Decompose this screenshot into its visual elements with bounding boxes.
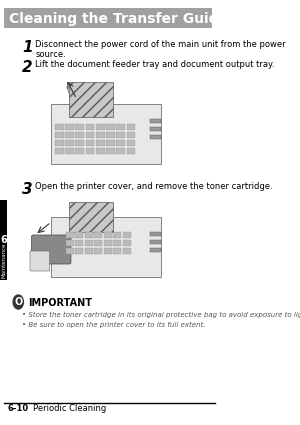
Bar: [150, 119, 161, 123]
Bar: [85, 132, 94, 138]
Bar: [113, 240, 122, 246]
Text: Open the printer cover, and remove the toner cartridge.: Open the printer cover, and remove the t…: [35, 182, 273, 191]
Bar: [104, 240, 112, 246]
Bar: [96, 140, 105, 146]
Bar: [75, 240, 83, 246]
Bar: [94, 248, 102, 254]
Bar: [66, 240, 74, 246]
Bar: [104, 232, 112, 238]
FancyBboxPatch shape: [30, 251, 50, 271]
Bar: [116, 124, 125, 130]
Bar: [65, 124, 74, 130]
Text: 2: 2: [22, 60, 33, 75]
Bar: [96, 132, 105, 138]
Text: 6: 6: [0, 235, 7, 245]
Bar: [66, 248, 74, 254]
Bar: [123, 240, 131, 246]
Bar: [123, 248, 131, 254]
Bar: [65, 148, 74, 154]
Text: 3: 3: [22, 182, 33, 197]
Bar: [55, 124, 64, 130]
FancyBboxPatch shape: [70, 202, 113, 232]
Bar: [0, 200, 7, 280]
Bar: [150, 232, 161, 236]
Bar: [106, 148, 115, 154]
Bar: [66, 232, 74, 238]
Bar: [127, 148, 135, 154]
Bar: [106, 124, 115, 130]
Text: 6-10: 6-10: [7, 404, 28, 413]
Bar: [127, 140, 135, 146]
Bar: [104, 248, 112, 254]
Bar: [116, 132, 125, 138]
Bar: [55, 140, 64, 146]
Bar: [113, 232, 122, 238]
Text: 1: 1: [22, 40, 33, 55]
Bar: [150, 248, 161, 252]
Bar: [94, 240, 102, 246]
Bar: [85, 232, 93, 238]
Text: • Be sure to open the printer cover to its full extent.: • Be sure to open the printer cover to i…: [22, 322, 206, 328]
Text: O: O: [14, 297, 22, 307]
Bar: [75, 140, 84, 146]
Bar: [85, 148, 94, 154]
FancyBboxPatch shape: [51, 217, 161, 277]
Bar: [127, 124, 135, 130]
Bar: [75, 132, 84, 138]
Bar: [106, 132, 115, 138]
Circle shape: [13, 295, 23, 309]
Bar: [85, 240, 93, 246]
Bar: [96, 124, 105, 130]
Bar: [75, 124, 84, 130]
Text: Lift the document feeder tray and document output tray.: Lift the document feeder tray and docume…: [35, 60, 274, 69]
Bar: [94, 232, 102, 238]
Bar: [75, 148, 84, 154]
Text: Periodic Cleaning: Periodic Cleaning: [33, 404, 106, 413]
Text: IMPORTANT: IMPORTANT: [28, 298, 92, 308]
Bar: [113, 248, 122, 254]
Bar: [116, 140, 125, 146]
FancyBboxPatch shape: [51, 104, 161, 164]
Bar: [75, 248, 83, 254]
Bar: [123, 232, 131, 238]
FancyBboxPatch shape: [4, 8, 212, 28]
Text: Disconnect the power cord of the main unit from the power
source.: Disconnect the power cord of the main un…: [35, 40, 286, 60]
FancyArrowPatch shape: [67, 87, 72, 102]
Text: Maintenance: Maintenance: [1, 242, 6, 278]
Bar: [150, 127, 161, 131]
Bar: [106, 140, 115, 146]
Bar: [85, 140, 94, 146]
Bar: [65, 140, 74, 146]
Bar: [96, 148, 105, 154]
Bar: [85, 248, 93, 254]
Bar: [150, 135, 161, 139]
Bar: [65, 132, 74, 138]
Bar: [127, 132, 135, 138]
Bar: [55, 148, 64, 154]
Bar: [75, 232, 83, 238]
FancyBboxPatch shape: [70, 82, 113, 117]
FancyBboxPatch shape: [32, 235, 71, 264]
Bar: [85, 124, 94, 130]
Bar: [150, 240, 161, 244]
Text: • Store the toner cartridge in its original protective bag to avoid exposure to : • Store the toner cartridge in its origi…: [22, 312, 300, 318]
Bar: [55, 132, 64, 138]
Bar: [116, 148, 125, 154]
Text: Cleaning the Transfer Guide Area: Cleaning the Transfer Guide Area: [9, 12, 269, 26]
